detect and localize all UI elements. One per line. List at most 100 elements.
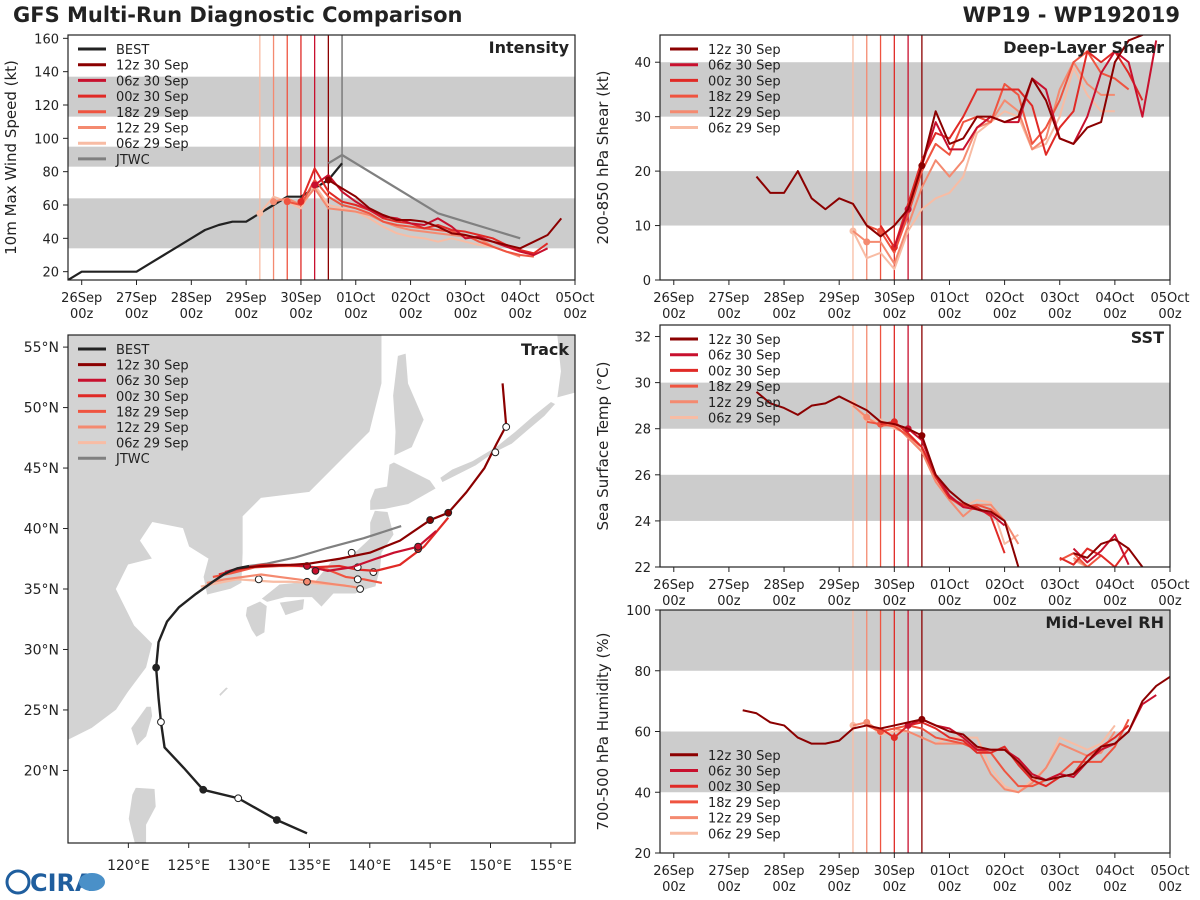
legend-label: 00z 30 Sep bbox=[116, 90, 189, 105]
x-tick-label: 00z bbox=[993, 307, 1017, 322]
x-tick-label: 00z bbox=[234, 307, 258, 322]
land-area bbox=[369, 461, 437, 511]
x-tick-label: 02Oct bbox=[985, 291, 1024, 306]
y-tick-label: 55°N bbox=[24, 340, 59, 356]
x-tick-label: 26Sep bbox=[653, 864, 694, 879]
x-tick-label: 01Oct bbox=[336, 291, 375, 306]
jtwc-forecast-line bbox=[327, 153, 521, 240]
run-init-dot bbox=[256, 209, 264, 217]
legend-label: 18z 29 Sep bbox=[708, 796, 781, 811]
track-marker-filled bbox=[311, 566, 320, 575]
legend-label: 06z 30 Sep bbox=[708, 349, 781, 364]
run-line bbox=[1059, 552, 1102, 567]
shade-band bbox=[660, 382, 1170, 429]
x-tick-label: 00z bbox=[1103, 307, 1127, 322]
x-tick-label: 00z bbox=[399, 307, 423, 322]
x-tick-label: 00z bbox=[717, 880, 741, 895]
x-tick-label: 00z bbox=[772, 880, 796, 895]
track-marker-open bbox=[502, 423, 511, 431]
y-tick-label: 40 bbox=[634, 56, 651, 71]
land-area bbox=[68, 335, 383, 741]
y-tick-label: 60 bbox=[634, 726, 651, 741]
legend-label: 06z 29 Sep bbox=[708, 122, 781, 137]
series-group bbox=[742, 675, 1170, 794]
x-tick-label: 03Oct bbox=[446, 291, 485, 306]
x-tick-label: 00z bbox=[883, 307, 907, 322]
x-tick-label: 00z bbox=[993, 880, 1017, 895]
x-tick-label: 01Oct bbox=[930, 578, 969, 593]
map-layer bbox=[68, 335, 575, 843]
track-marker-filled bbox=[444, 508, 453, 517]
x-tick-label: 00z bbox=[938, 594, 962, 609]
track-marker-filled bbox=[303, 577, 311, 586]
x-tick-label: 00z bbox=[1158, 880, 1182, 895]
x-tick-label: 28Sep bbox=[764, 578, 805, 593]
track-marker-filled bbox=[426, 516, 435, 524]
panel-intensity: 2040608010012014016026Sep00z27Sep00z28Se… bbox=[2, 32, 595, 322]
x-tick-label: 28Sep bbox=[764, 291, 805, 306]
run-line bbox=[852, 66, 1115, 271]
y-tick-label: 35°N bbox=[24, 582, 59, 598]
x-tick-label: 00z bbox=[1158, 307, 1182, 322]
best-track-line bbox=[68, 162, 343, 280]
x-tick-label: 00z bbox=[1103, 594, 1127, 609]
y-tick-label: 40°N bbox=[24, 522, 59, 538]
legend-label: 00z 30 Sep bbox=[116, 390, 189, 405]
x-tick-label: 27Sep bbox=[708, 291, 749, 306]
x-tick-label: 00z bbox=[1103, 880, 1127, 895]
y-tick-label: 32 bbox=[634, 331, 651, 346]
panel-title: Intensity bbox=[489, 38, 570, 57]
y-tick-label: 20°N bbox=[24, 763, 59, 779]
x-tick-label: 30Sep bbox=[874, 864, 915, 879]
run-init-dot bbox=[297, 198, 305, 206]
x-tick-label: 125°E bbox=[167, 858, 210, 874]
x-tick-label: 00z bbox=[828, 594, 852, 609]
logo-ring-icon bbox=[5, 869, 31, 895]
x-tick-label: 00z bbox=[883, 594, 907, 609]
shade-band bbox=[660, 610, 1170, 671]
land-area bbox=[439, 401, 557, 484]
y-tick-label: 80 bbox=[634, 665, 651, 680]
panel-rh: 2040608010026Sep00z27Sep00z28Sep00z29Sep… bbox=[594, 604, 1190, 895]
land-area bbox=[278, 598, 306, 617]
y-tick-label: 0 bbox=[643, 274, 651, 289]
x-tick-label: 04Oct bbox=[1095, 864, 1134, 879]
run-init-dot bbox=[890, 734, 898, 742]
y-tick-label: 120 bbox=[34, 99, 59, 114]
legend-label: 00z 30 Sep bbox=[708, 780, 781, 795]
y-axis-label: 10m Max Wind Speed (kt) bbox=[2, 60, 20, 255]
legend-label: 06z 29 Sep bbox=[708, 412, 781, 427]
panel-frame bbox=[659, 324, 1171, 568]
x-tick-label: 120°E bbox=[107, 858, 150, 874]
x-tick-label: 00z bbox=[454, 307, 478, 322]
track-marker-filled bbox=[199, 785, 208, 794]
legend-label: 12z 30 Sep bbox=[116, 59, 189, 74]
x-tick-label: 00z bbox=[180, 307, 204, 322]
track-marker-filled bbox=[414, 542, 422, 551]
legend-label: 12z 30 Sep bbox=[708, 333, 781, 348]
x-tick-label: 27Sep bbox=[708, 864, 749, 879]
legend-label: 06z 29 Sep bbox=[116, 137, 189, 152]
x-tick-label: 29Sep bbox=[226, 291, 267, 306]
land-area bbox=[130, 705, 153, 747]
run-line bbox=[742, 675, 1170, 782]
x-tick-label: 02Oct bbox=[985, 864, 1024, 879]
legend-label: 12z 29 Sep bbox=[708, 812, 781, 827]
x-tick-label: 00z bbox=[993, 594, 1017, 609]
run-init-dot bbox=[283, 198, 291, 206]
y-tick-label: 100 bbox=[34, 132, 59, 147]
run-line bbox=[259, 184, 493, 248]
legend-label: JTWC bbox=[115, 452, 150, 467]
panel-title: Track bbox=[521, 340, 569, 359]
y-tick-label: 100 bbox=[626, 604, 651, 619]
legend-label: 06z 30 Sep bbox=[708, 59, 781, 74]
legend-label: 06z 30 Sep bbox=[116, 374, 189, 389]
legend-label: 12z 29 Sep bbox=[116, 122, 189, 137]
x-tick-label: 00z bbox=[70, 307, 94, 322]
x-tick-label: 00z bbox=[563, 307, 587, 322]
run-init-dot bbox=[270, 198, 278, 206]
land-area bbox=[392, 352, 425, 457]
x-tick-label: 30Sep bbox=[874, 291, 915, 306]
run-init-dot bbox=[863, 238, 871, 246]
